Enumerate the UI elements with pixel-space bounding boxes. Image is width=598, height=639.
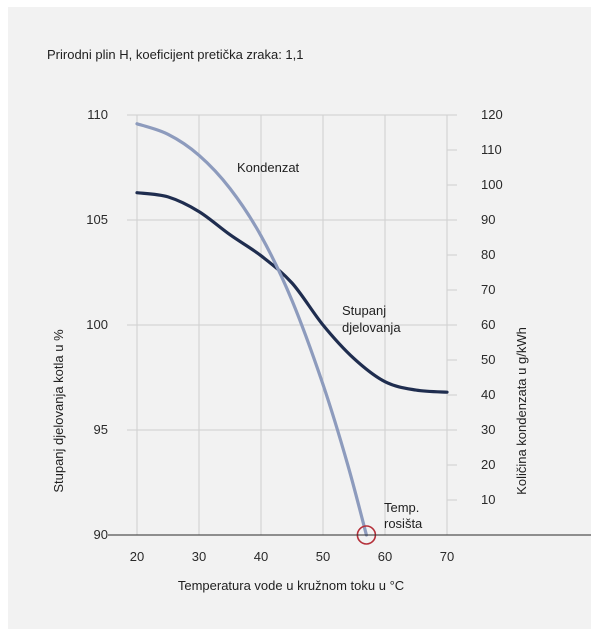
y-left-tick-label: 100 — [86, 317, 108, 332]
y-left-tick-label: 90 — [94, 527, 108, 542]
series-line-condensate — [135, 122, 368, 537]
y-left-tick-labels: 110 105 100 95 90 — [86, 107, 108, 542]
y-right-tick-labels: 120 110 100 90 80 70 60 50 40 30 20 10 — [481, 107, 503, 507]
annotation-efficiency-1: Stupanj — [342, 303, 386, 318]
grid — [127, 114, 457, 535]
y-right-tick-label: 70 — [481, 282, 495, 297]
x-tick-label: 50 — [316, 549, 330, 564]
series-line-efficiency — [135, 191, 449, 394]
chart-title: Prirodni plin H, koeficijent pretička zr… — [47, 47, 304, 62]
y-right-tick-label: 10 — [481, 492, 495, 507]
chart-panel: Prirodni plin H, koeficijent pretička zr… — [8, 7, 591, 629]
y-right-axis-title: Količina kondenzata u g/kWh — [514, 327, 529, 495]
annotation-dew-point-2: rosišta — [384, 516, 423, 531]
annotation-condensate: Kondenzat — [237, 160, 300, 175]
y-right-tick-label: 100 — [481, 177, 503, 192]
x-tick-label: 40 — [254, 549, 268, 564]
y-right-tick-label: 90 — [481, 212, 495, 227]
x-tick-label: 60 — [378, 549, 392, 564]
annotation-efficiency-2: djelovanja — [342, 320, 401, 335]
y-right-tick-label: 20 — [481, 457, 495, 472]
x-tick-label: 20 — [130, 549, 144, 564]
x-tick-label: 70 — [440, 549, 454, 564]
y-left-tick-label: 110 — [87, 107, 108, 122]
y-left-axis-title: Stupanj djelovanja kotla u % — [51, 329, 66, 493]
y-right-tick-label: 40 — [481, 387, 495, 402]
y-right-tick-label: 120 — [481, 107, 503, 122]
x-tick-label: 30 — [192, 549, 206, 564]
y-right-tick-label: 30 — [481, 422, 495, 437]
y-right-tick-label: 110 — [481, 142, 502, 157]
x-axis-title: Temperatura vode u kružnom toku u °C — [178, 578, 404, 593]
y-right-tick-label: 50 — [481, 352, 495, 367]
y-left-tick-label: 105 — [86, 212, 108, 227]
annotation-dew-point-1: Temp. — [384, 500, 419, 515]
y-right-tick-label: 80 — [481, 247, 495, 262]
x-tick-labels: 20 30 40 50 60 70 — [130, 549, 454, 564]
y-left-tick-label: 95 — [94, 422, 108, 437]
y-right-tick-label: 60 — [481, 317, 495, 332]
chart: Prirodni plin H, koeficijent pretička zr… — [47, 47, 591, 593]
